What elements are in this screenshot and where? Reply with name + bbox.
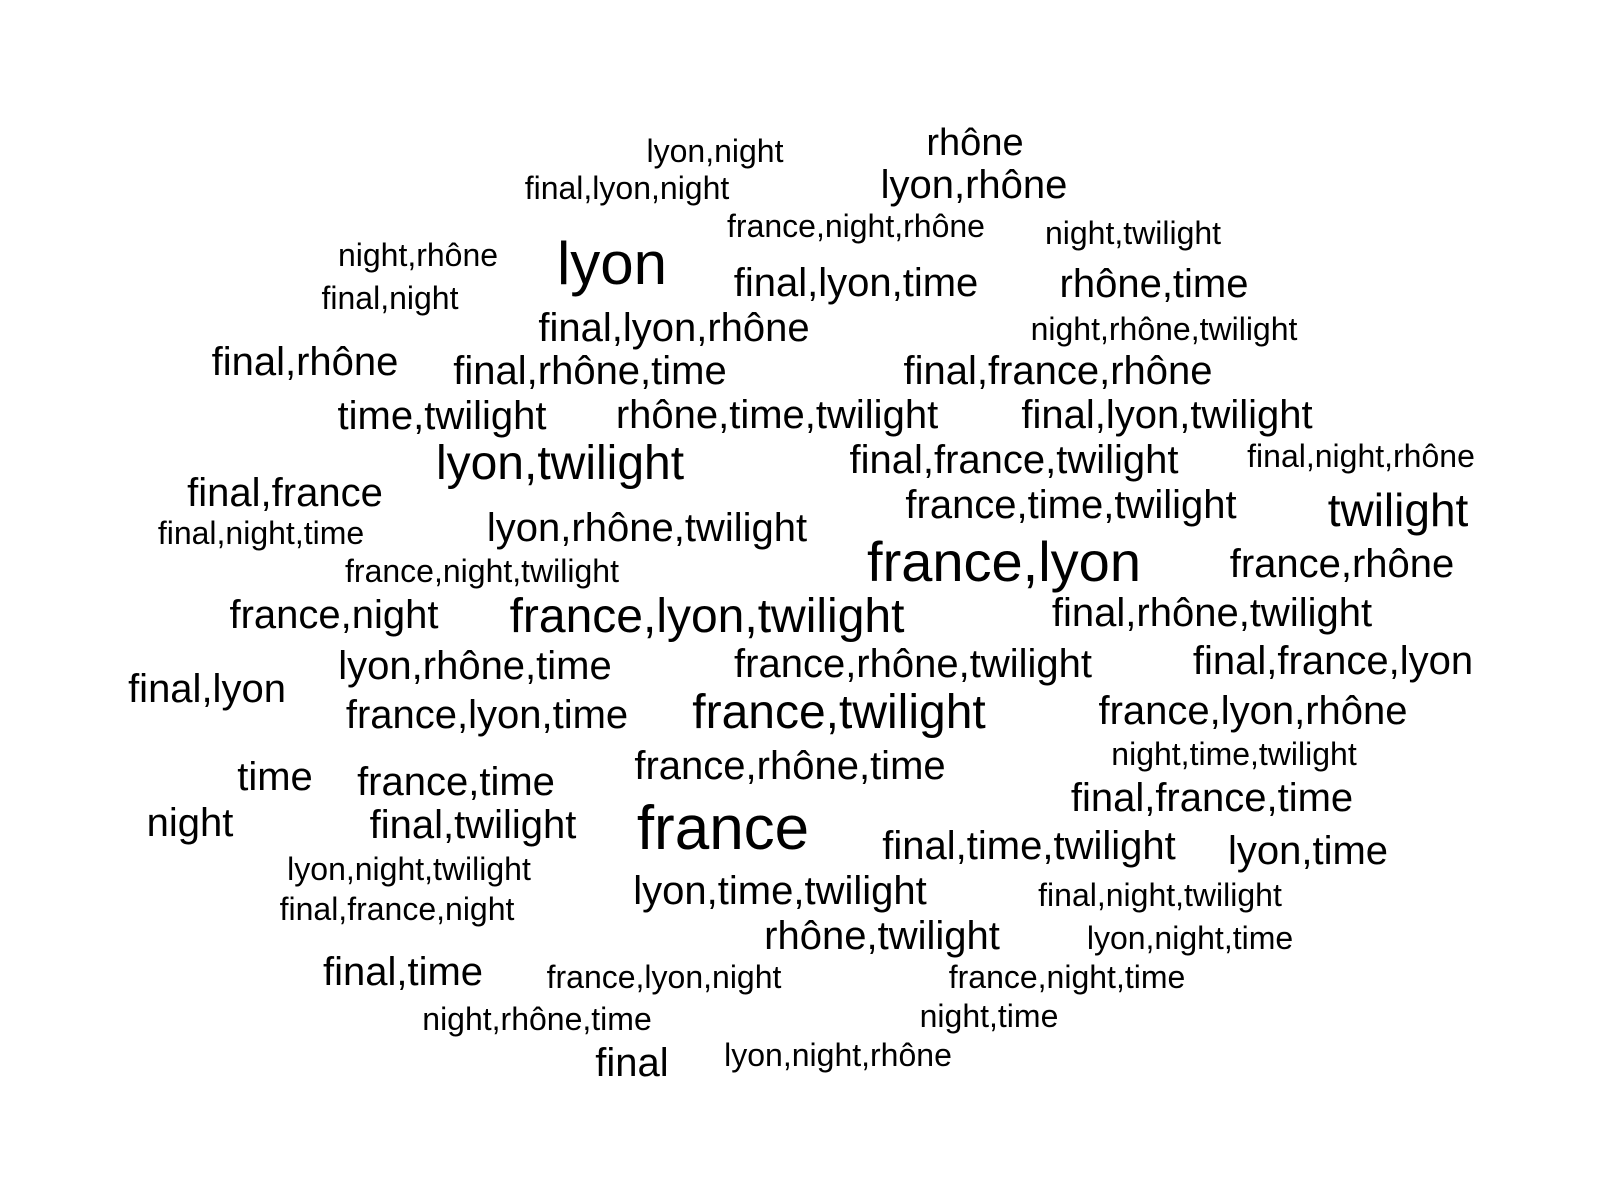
word: lyon,rhône	[880, 163, 1068, 207]
word: final	[595, 1041, 669, 1085]
word: final,france,twilight	[849, 438, 1179, 482]
word: lyon,night,time	[1086, 920, 1294, 956]
word: night,time,twilight	[1111, 736, 1357, 772]
word: france,lyon	[867, 530, 1141, 593]
word: final,time	[322, 950, 484, 994]
word: time,twilight	[337, 394, 547, 438]
word: france,rhône	[1229, 542, 1455, 586]
word: rhône,twilight	[764, 914, 1000, 958]
word: lyon,night,rhône	[724, 1037, 952, 1073]
word: night,twilight	[1044, 215, 1222, 251]
word: france,night,time	[948, 959, 1186, 995]
word: lyon	[556, 230, 668, 297]
word: final,rhône,time	[453, 349, 727, 393]
word: final,rhône	[211, 340, 399, 384]
word: night,rhône,time	[422, 1001, 652, 1037]
word: lyon,time	[1227, 829, 1389, 873]
word: twilight	[1327, 484, 1469, 536]
word: france,night	[229, 593, 439, 637]
word: france,twilight	[692, 686, 986, 739]
word: final,france,rhône	[903, 349, 1213, 393]
word: final,lyon,rhône	[538, 306, 810, 350]
word: france,night,twilight	[345, 553, 619, 589]
word: final,lyon	[128, 667, 286, 711]
word: lyon,rhône,twilight	[486, 506, 808, 550]
word: final,lyon,time	[733, 261, 979, 305]
word: lyon,time,twilight	[633, 869, 927, 913]
word: lyon,rhône,time	[338, 644, 612, 688]
word: final,france,lyon	[1192, 639, 1474, 683]
word: final,twilight	[369, 803, 577, 847]
word: lyon,night	[646, 133, 784, 169]
word: france,lyon,twilight	[509, 590, 905, 643]
word: france,night,rhône	[727, 208, 985, 244]
word: france,time,twilight	[905, 483, 1237, 527]
word: final,night,rhône	[1247, 438, 1475, 474]
word: final,lyon,night	[524, 170, 730, 206]
word: france,lyon,rhône	[1098, 689, 1408, 733]
word: rhône,time	[1059, 262, 1249, 306]
word: france,time	[357, 760, 555, 804]
word: france,rhône,time	[634, 744, 946, 788]
word: final,france,night	[279, 891, 515, 927]
word: lyon,night,twilight	[287, 851, 531, 887]
word: final,rhône,twilight	[1051, 591, 1373, 635]
word: final,night,twilight	[1038, 877, 1282, 913]
word: france,lyon,night	[546, 959, 782, 995]
word: final,time,twilight	[882, 824, 1176, 868]
word: night,time	[919, 998, 1059, 1034]
word: time	[237, 755, 313, 799]
word: final,lyon,twilight	[1021, 393, 1313, 437]
word: night	[146, 801, 234, 845]
word: france,rhône,twilight	[734, 642, 1092, 686]
word: final,night,time	[157, 515, 365, 551]
word: france,lyon,time	[345, 693, 629, 737]
word: france	[636, 794, 810, 863]
word: final,france	[187, 471, 383, 515]
word: final,france,time	[1070, 776, 1354, 820]
word: lyon,twilight	[435, 437, 685, 490]
word: rhône,time,twilight	[615, 393, 939, 437]
word: night,rhône,twilight	[1030, 311, 1298, 347]
word: rhône	[926, 122, 1024, 164]
word: night,rhône	[337, 237, 499, 273]
word: final,night	[321, 280, 459, 316]
